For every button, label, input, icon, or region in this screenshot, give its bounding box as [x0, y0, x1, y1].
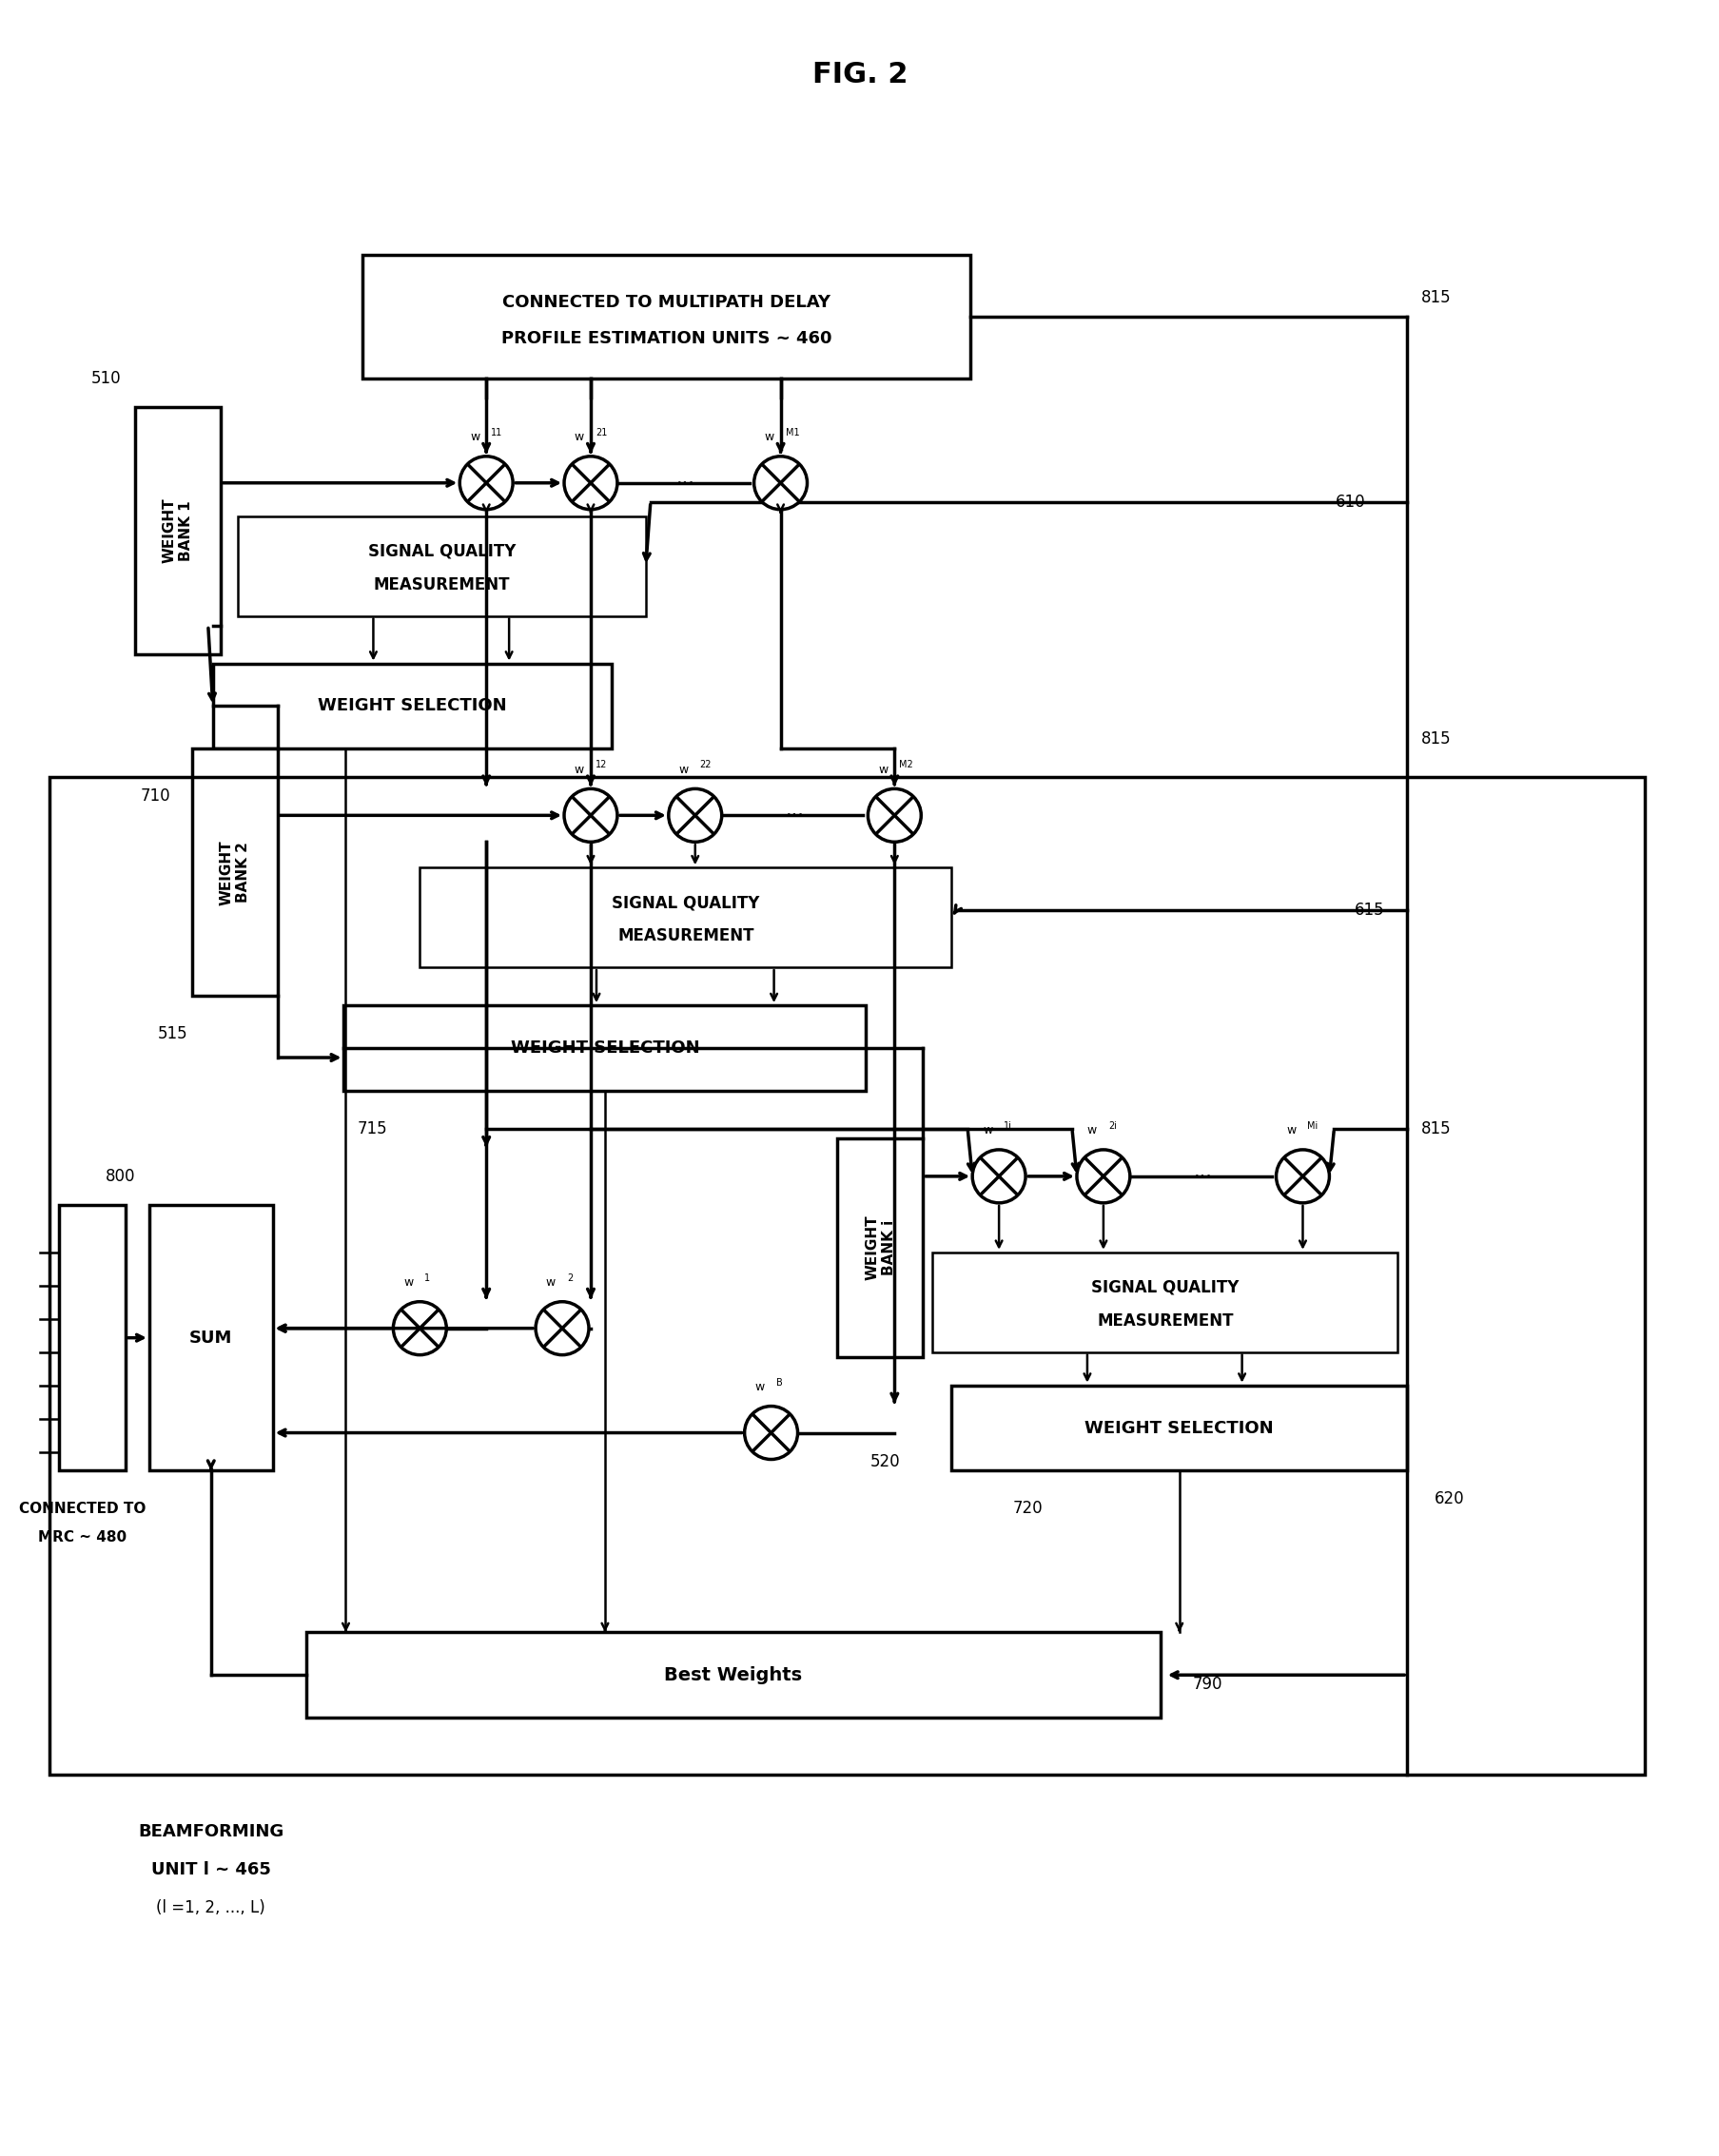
Text: w: w	[574, 431, 584, 444]
Text: Best Weights: Best Weights	[664, 1667, 801, 1684]
Circle shape	[564, 789, 617, 843]
Text: UNIT l ~ 465: UNIT l ~ 465	[151, 1861, 270, 1878]
Text: 22: 22	[700, 761, 712, 770]
Text: 715: 715	[358, 1121, 387, 1138]
Text: 610: 610	[1334, 494, 1365, 511]
Text: w: w	[982, 1125, 992, 1136]
Text: 815: 815	[1420, 1121, 1449, 1138]
Text: (l =1, 2, ..., L): (l =1, 2, ..., L)	[156, 1899, 265, 1917]
Text: 12: 12	[595, 761, 607, 770]
Bar	[363, 254, 970, 379]
Text: 520: 520	[870, 1453, 899, 1470]
Bar	[932, 1253, 1398, 1352]
Circle shape	[971, 1149, 1025, 1203]
Text: SUM: SUM	[189, 1330, 232, 1345]
Bar	[50, 778, 1643, 1774]
Text: 2i: 2i	[1107, 1121, 1116, 1130]
Text: w: w	[545, 1276, 555, 1289]
Circle shape	[564, 457, 617, 509]
Text: SIGNAL QUALITY: SIGNAL QUALITY	[612, 895, 760, 912]
Text: MRC ~ 480: MRC ~ 480	[38, 1531, 127, 1544]
Text: 11: 11	[490, 427, 502, 438]
Text: ...: ...	[676, 468, 694, 487]
Text: MEASUREMENT: MEASUREMENT	[1097, 1313, 1233, 1330]
Text: 21: 21	[595, 427, 607, 438]
Bar	[58, 1205, 125, 1470]
Circle shape	[744, 1406, 798, 1460]
Text: 2: 2	[567, 1274, 572, 1283]
Text: w: w	[1086, 1125, 1097, 1136]
Text: WEIGHT SELECTION: WEIGHT SELECTION	[1085, 1419, 1274, 1436]
Text: 515: 515	[158, 1026, 187, 1041]
Bar	[344, 1005, 866, 1091]
Text: CONNECTED TO MULTIPATH DELAY: CONNECTED TO MULTIPATH DELAY	[502, 293, 830, 310]
Text: M2: M2	[899, 761, 913, 770]
Text: SIGNAL QUALITY: SIGNAL QUALITY	[368, 543, 516, 561]
Text: PROFILE ESTIMATION UNITS ~ 460: PROFILE ESTIMATION UNITS ~ 460	[502, 330, 832, 347]
Text: w: w	[1286, 1125, 1296, 1136]
Text: Mi: Mi	[1306, 1121, 1317, 1130]
Text: MEASUREMENT: MEASUREMENT	[617, 927, 753, 944]
Text: 710: 710	[141, 787, 170, 804]
Text: WEIGHT
BANK 2: WEIGHT BANK 2	[218, 839, 249, 906]
Text: 790: 790	[1193, 1675, 1222, 1692]
Text: 510: 510	[91, 371, 122, 386]
Circle shape	[1275, 1149, 1329, 1203]
Bar	[150, 1205, 273, 1470]
Circle shape	[868, 789, 921, 843]
Text: FIG. 2: FIG. 2	[811, 60, 908, 88]
Text: 815: 815	[1420, 731, 1449, 748]
Text: w: w	[574, 763, 584, 776]
Bar	[951, 1386, 1406, 1470]
Text: 1i: 1i	[1004, 1121, 1011, 1130]
Text: w: w	[469, 431, 480, 444]
Circle shape	[394, 1302, 447, 1354]
Text: MEASUREMENT: MEASUREMENT	[373, 576, 509, 593]
Text: WEIGHT
BANK 1: WEIGHT BANK 1	[162, 498, 193, 563]
Text: BEAMFORMING: BEAMFORMING	[138, 1824, 284, 1841]
Text: B: B	[775, 1378, 782, 1386]
Text: WEIGHT SELECTION: WEIGHT SELECTION	[318, 699, 507, 714]
Text: w: w	[404, 1276, 413, 1289]
Text: w: w	[878, 763, 887, 776]
Text: w: w	[679, 763, 688, 776]
Bar	[237, 515, 645, 617]
Bar	[213, 664, 612, 748]
Text: w: w	[755, 1382, 765, 1393]
Text: CONNECTED TO: CONNECTED TO	[19, 1501, 146, 1516]
Circle shape	[1076, 1149, 1129, 1203]
Circle shape	[459, 457, 512, 509]
Text: 720: 720	[1012, 1501, 1042, 1518]
Text: ...: ...	[1193, 1162, 1212, 1181]
Text: 1: 1	[425, 1274, 430, 1283]
Bar	[134, 407, 220, 653]
Circle shape	[535, 1302, 588, 1354]
Text: ...: ...	[786, 802, 804, 819]
Circle shape	[669, 789, 722, 843]
Circle shape	[753, 457, 806, 509]
Text: w: w	[763, 431, 774, 444]
Text: SIGNAL QUALITY: SIGNAL QUALITY	[1090, 1279, 1238, 1296]
Text: WEIGHT SELECTION: WEIGHT SELECTION	[511, 1039, 700, 1056]
Text: 800: 800	[107, 1169, 136, 1186]
Text: WEIGHT
BANK i: WEIGHT BANK i	[865, 1216, 896, 1281]
Text: 615: 615	[1353, 901, 1384, 918]
Text: 620: 620	[1434, 1490, 1465, 1507]
Bar	[193, 748, 277, 996]
Text: 815: 815	[1420, 289, 1449, 306]
Bar	[837, 1138, 923, 1356]
Bar	[306, 1632, 1160, 1718]
Text: M1: M1	[786, 427, 799, 438]
Bar	[419, 867, 951, 968]
